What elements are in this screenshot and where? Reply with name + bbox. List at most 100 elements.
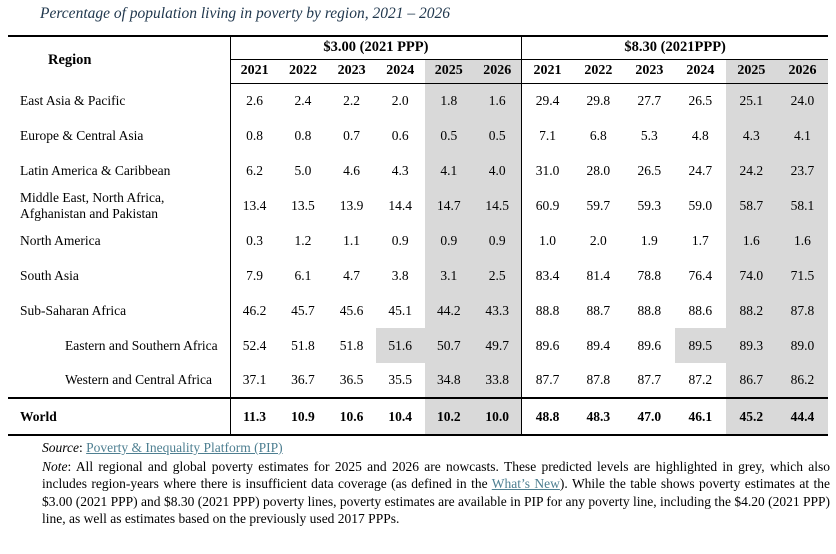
value-cell: 28.0 bbox=[586, 162, 611, 178]
pip-source-link[interactable]: Poverty & Inequality Platform (PIP) bbox=[86, 440, 283, 455]
region-column-header: Region bbox=[48, 51, 92, 68]
value-cell: 24.2 bbox=[725, 153, 777, 188]
value-cell: 4.3 bbox=[391, 162, 409, 178]
value-cell: 1.0 bbox=[521, 223, 573, 258]
value-cell: 4.1 bbox=[776, 118, 828, 153]
region-label: Middle East, North Africa, Afghanistan a… bbox=[20, 189, 165, 221]
region-label: World bbox=[8, 397, 231, 436]
value-cell: 0.5 bbox=[424, 118, 474, 153]
region-label: Sub-Saharan Africa bbox=[20, 302, 127, 318]
value-cell: 45.1 bbox=[388, 302, 412, 318]
year-header-row: 2021 2022 2023 2024 2025 2026 2021 2022 2023 2024… bbox=[8, 59, 828, 84]
value-cell: 45.2 bbox=[725, 397, 777, 436]
value-cell: 4.1 bbox=[424, 153, 474, 188]
value-cell: 0.3 bbox=[229, 223, 279, 258]
year-header: 2022 bbox=[572, 59, 624, 84]
value-cell: 6.8 bbox=[589, 127, 607, 143]
value-cell: 24.7 bbox=[688, 162, 713, 178]
value-cell: 1.1 bbox=[343, 232, 361, 248]
value-cell: 89.6 bbox=[637, 337, 662, 353]
source-label: Source bbox=[42, 440, 79, 455]
value-cell: 46.1 bbox=[674, 397, 726, 436]
region-label: Western and Central Africa bbox=[65, 372, 212, 388]
value-cell: 7.9 bbox=[229, 258, 279, 293]
value-cell: 5.0 bbox=[294, 162, 312, 178]
value-cell: 50.7 bbox=[424, 328, 474, 363]
value-cell: 45.7 bbox=[291, 302, 315, 318]
value-cell: 36.5 bbox=[339, 372, 364, 387]
value-cell: 0.8 bbox=[294, 127, 312, 143]
year-header: 2022 bbox=[278, 59, 328, 84]
page-title: Percentage of population living in pover… bbox=[40, 5, 450, 22]
value-cell: 13.4 bbox=[229, 188, 279, 223]
table-row: East Asia & Pacific 2.6 2.4 2.2 2.0 1.8 1.6 29.… bbox=[8, 83, 828, 118]
note-text-before-link: All regional and global poverty estimate… bbox=[42, 459, 830, 492]
value-cell: 83.4 bbox=[521, 258, 573, 293]
value-cell: 26.5 bbox=[688, 92, 713, 108]
table-row: Sub-Saharan Africa 46.2 45.7 45.6 45.1 44.2 43… bbox=[8, 293, 828, 328]
value-cell: 1.8 bbox=[424, 83, 474, 118]
value-cell: 14.4 bbox=[388, 197, 412, 213]
region-label: South Asia bbox=[20, 267, 79, 283]
value-cell: 51.6 bbox=[375, 328, 425, 363]
whats-new-link[interactable]: What’s New bbox=[491, 476, 560, 492]
value-cell: 86.2 bbox=[776, 363, 828, 398]
year-header: 2024 bbox=[674, 59, 726, 84]
value-cell: 4.7 bbox=[343, 267, 361, 283]
value-cell: 2.6 bbox=[229, 83, 279, 118]
value-cell: 88.8 bbox=[521, 293, 573, 328]
year-header: 2025 bbox=[424, 59, 474, 84]
value-cell: 49.7 bbox=[473, 328, 522, 363]
value-cell: 34.8 bbox=[424, 363, 474, 398]
value-cell: 87.8 bbox=[586, 372, 611, 387]
value-cell: 3.8 bbox=[391, 267, 409, 283]
value-cell: 89.5 bbox=[674, 328, 726, 363]
value-cell: 36.7 bbox=[291, 372, 315, 387]
value-cell: 71.5 bbox=[776, 258, 828, 293]
year-header: 2025 bbox=[725, 59, 777, 84]
value-cell: 10.6 bbox=[327, 397, 376, 436]
value-cell: 5.3 bbox=[640, 127, 658, 143]
value-cell: 87.7 bbox=[521, 363, 573, 398]
value-cell: 6.2 bbox=[229, 153, 279, 188]
region-label: Latin America & Caribbean bbox=[20, 162, 171, 178]
value-cell: 26.5 bbox=[637, 162, 662, 178]
value-cell: 45.6 bbox=[339, 302, 364, 318]
value-cell: 1.9 bbox=[640, 232, 658, 248]
value-cell: 44.4 bbox=[776, 397, 828, 436]
value-cell: 43.3 bbox=[473, 293, 522, 328]
value-cell: 58.1 bbox=[776, 188, 828, 223]
year-header: 2023 bbox=[327, 59, 376, 84]
value-cell: 4.3 bbox=[725, 118, 777, 153]
value-cell: 2.0 bbox=[589, 232, 607, 248]
region-label: Europe & Central Asia bbox=[20, 127, 144, 143]
value-cell: 0.6 bbox=[391, 127, 409, 143]
value-cell: 87.2 bbox=[688, 372, 713, 387]
value-cell: 24.0 bbox=[776, 83, 828, 118]
value-cell: 87.8 bbox=[776, 293, 828, 328]
value-cell: 46.2 bbox=[229, 293, 279, 328]
value-cell: 60.9 bbox=[521, 188, 573, 223]
value-cell: 47.0 bbox=[623, 397, 675, 436]
note-text-after-link: ). While the table shows poverty estimat… bbox=[42, 476, 830, 527]
value-cell: 1.2 bbox=[294, 232, 312, 248]
value-cell: 2.5 bbox=[473, 258, 522, 293]
value-cell: 10.4 bbox=[375, 397, 425, 436]
region-label: East Asia & Pacific bbox=[20, 92, 126, 108]
value-cell: 59.3 bbox=[637, 197, 662, 213]
year-header: 2026 bbox=[473, 59, 522, 84]
world-row: World 11.3 10.9 10.6 10.4 10.2 10.0 48.8 48.3 47.… bbox=[8, 397, 828, 436]
value-cell: 89.6 bbox=[521, 328, 573, 363]
value-cell: 25.1 bbox=[725, 83, 777, 118]
value-cell: 27.7 bbox=[637, 92, 662, 108]
value-cell: 2.0 bbox=[391, 92, 409, 108]
value-cell: 31.0 bbox=[521, 153, 573, 188]
value-cell: 76.4 bbox=[688, 267, 713, 283]
value-cell: 7.1 bbox=[521, 118, 573, 153]
value-cell: 59.0 bbox=[688, 197, 713, 213]
value-cell: 33.8 bbox=[473, 363, 522, 398]
value-cell: 10.9 bbox=[278, 397, 328, 436]
value-cell: 37.1 bbox=[229, 363, 279, 398]
region-label: Eastern and Southern Africa bbox=[65, 337, 218, 353]
value-cell: 14.5 bbox=[473, 188, 522, 223]
